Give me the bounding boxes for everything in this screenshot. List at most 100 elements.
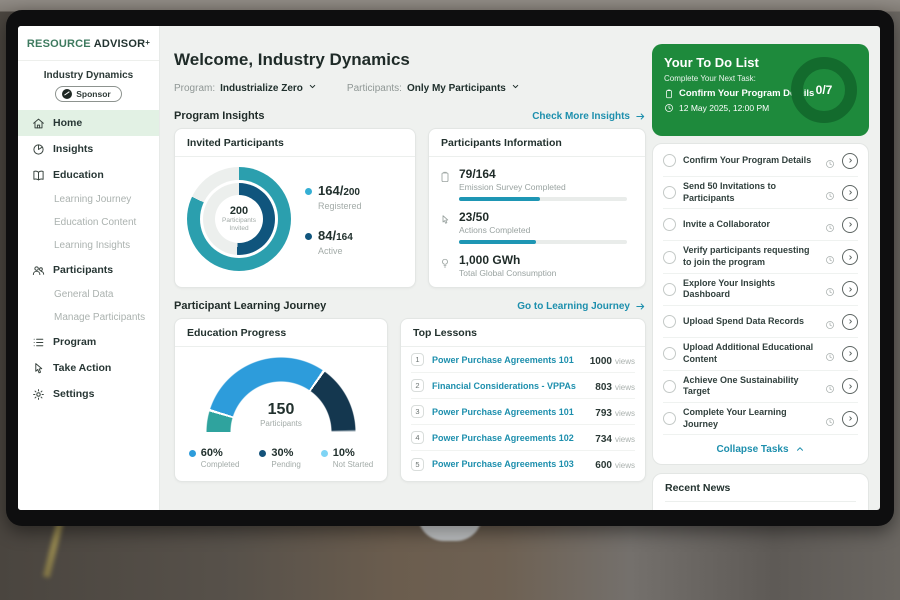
- task-row: Upload Additional Educational Content: [663, 338, 858, 371]
- clock-icon: [825, 381, 835, 394]
- lesson-row: 5 Power Purchase Agreements 103 600 views: [411, 451, 635, 477]
- sidebar-item-label: Settings: [53, 388, 95, 400]
- task-label: Upload Spend Data Records: [683, 315, 805, 326]
- task-checkbox[interactable]: [663, 154, 676, 167]
- sidebar-divider: [18, 60, 159, 61]
- sidebar-item-label: Manage Participants: [54, 312, 146, 323]
- lesson-row: 2 Financial Considerations - VPPAs 803 vi…: [411, 373, 635, 399]
- active-value: 84/: [318, 228, 337, 243]
- task-go-button[interactable]: [842, 345, 858, 362]
- todo-progress-value: 0/7: [815, 83, 833, 97]
- chevron-right-icon: [848, 287, 852, 292]
- task-go-button[interactable]: [842, 378, 858, 395]
- app-logo: RESOURCE ADVISOR+: [18, 26, 159, 58]
- card-title: Participants Information: [429, 129, 645, 157]
- check-more-insights-link[interactable]: Check More Insights: [532, 111, 646, 122]
- lesson-row: 4 Power Purchase Agreements 102 734 views: [411, 425, 635, 451]
- legend-completed: 60% Completed: [188, 447, 239, 469]
- sidebar-item-insights[interactable]: Insights: [18, 136, 159, 162]
- task-go-button[interactable]: [842, 281, 858, 298]
- sponsor-badge: Sponsor: [55, 86, 122, 102]
- task-checkbox[interactable]: [663, 347, 676, 361]
- task-go-button[interactable]: [842, 184, 858, 201]
- education-progress-card: Education Progress 150 Participants: [174, 318, 388, 482]
- task-row: Complete Your Learning Journey: [663, 403, 858, 436]
- task-go-button[interactable]: [842, 152, 858, 169]
- task-checkbox[interactable]: [663, 379, 676, 393]
- legend-active: 84/164 Active: [305, 227, 362, 256]
- sponsor-badge-label: Sponsor: [76, 89, 111, 99]
- task-go-button[interactable]: [842, 249, 858, 266]
- sidebar-item-participants[interactable]: Participants: [18, 257, 159, 283]
- sidebar-item-manage-participants[interactable]: Manage Participants: [18, 306, 159, 329]
- task-checkbox[interactable]: [663, 218, 676, 232]
- sidebar: RESOURCE ADVISOR+ Industry Dynamics Spon…: [18, 26, 160, 510]
- gear-icon: [33, 388, 44, 400]
- lesson-link[interactable]: Financial Considerations - VPPAs: [432, 380, 576, 391]
- clipboard-icon: [666, 89, 672, 98]
- lesson-views: 734: [595, 433, 612, 445]
- chevron-right-icon: [848, 190, 852, 195]
- card-title: Top Lessons: [401, 319, 645, 347]
- active-label: Active: [318, 246, 343, 256]
- sidebar-item-education-content[interactable]: Education Content: [18, 211, 159, 234]
- task-checkbox[interactable]: [663, 412, 676, 426]
- task-row: Invite a Collaborator: [663, 209, 858, 242]
- task-checkbox[interactable]: [663, 282, 676, 296]
- chevron-right-icon: [848, 158, 852, 163]
- todo-panel: Your To Do List Complete Your Next Task:…: [652, 26, 880, 510]
- sidebar-item-take-action[interactable]: Take Action: [18, 355, 159, 381]
- task-go-button[interactable]: [842, 216, 858, 233]
- lesson-link[interactable]: Power Purchase Agreements 102: [432, 432, 574, 443]
- sidebar-item-label: Education: [53, 169, 104, 181]
- go-to-learning-journey-link[interactable]: Go to Learning Journey: [517, 301, 646, 312]
- clock-icon: [825, 156, 835, 168]
- sidebar-item-home[interactable]: Home: [18, 110, 159, 136]
- task-row: Confirm Your Program Details: [663, 145, 858, 177]
- legend-pending: 30% Pending: [259, 447, 301, 469]
- task-row: Send 50 Invitations to Participants: [663, 177, 858, 210]
- task-go-button[interactable]: [842, 313, 858, 330]
- lesson-row: 3 Power Purchase Agreements 101 793 views: [411, 399, 635, 425]
- cursor-click-icon: [35, 362, 43, 373]
- lesson-link[interactable]: Power Purchase Agreements 103: [432, 459, 574, 469]
- chevron-right-icon: [848, 319, 852, 324]
- task-label: Explore Your Insights Dashboard: [683, 277, 776, 300]
- sidebar-item-learning-insights[interactable]: Learning Insights: [18, 234, 159, 257]
- registered-label: Registered: [318, 201, 362, 211]
- metric-consumption: 1,000 GWh Total Global Consumption: [439, 253, 631, 278]
- sidebar-item-program[interactable]: Program: [18, 329, 159, 355]
- sidebar-item-learning-journey[interactable]: Learning Journey: [18, 188, 159, 211]
- chevron-right-icon: [848, 222, 852, 228]
- chevron-right-icon: [848, 384, 852, 389]
- task-label: Complete Your Learning Journey: [683, 406, 787, 429]
- participants-filter-value: Only My Participants: [406, 82, 506, 94]
- lesson-link[interactable]: Power Purchase Agreements 101: [432, 406, 574, 417]
- task-checkbox[interactable]: [663, 250, 676, 264]
- metric-value: 79/164: [459, 167, 496, 181]
- lesson-rank: 2: [411, 379, 424, 392]
- pie-chart-icon: [33, 143, 44, 155]
- todo-subtitle: Complete Your Next Task:: [664, 74, 756, 83]
- program-filter-label: Program:: [174, 82, 216, 94]
- lesson-views: 600: [595, 460, 612, 471]
- legend-dot: [305, 187, 312, 195]
- task-go-button[interactable]: [842, 410, 858, 427]
- clock-icon: [825, 220, 835, 232]
- dashboard-screen: RESOURCE ADVISOR+ Industry Dynamics Spon…: [18, 26, 880, 510]
- sidebar-item-settings[interactable]: Settings: [18, 381, 159, 407]
- task-label: Confirm Your Program Details: [683, 154, 812, 165]
- task-row: Explore Your Insights Dashboard: [663, 274, 858, 307]
- collapse-tasks-link[interactable]: Collapse Tasks: [663, 435, 858, 463]
- sidebar-item-general-data[interactable]: General Data: [18, 283, 159, 306]
- clock-icon: [825, 188, 835, 200]
- task-checkbox[interactable]: [663, 315, 676, 329]
- learning-journey-title: Participant Learning Journey: [174, 300, 327, 312]
- program-filter-dropdown[interactable]: Program: Industrialize Zero: [174, 82, 317, 94]
- card-title: Education Progress: [175, 319, 387, 347]
- lesson-link[interactable]: Power Purchase Agreements 101: [432, 354, 574, 365]
- task-checkbox[interactable]: [663, 186, 676, 200]
- sidebar-item-education[interactable]: Education: [18, 162, 159, 188]
- sidebar-item-label: Home: [53, 117, 83, 129]
- participants-filter-dropdown[interactable]: Participants: Only My Participants: [347, 82, 520, 94]
